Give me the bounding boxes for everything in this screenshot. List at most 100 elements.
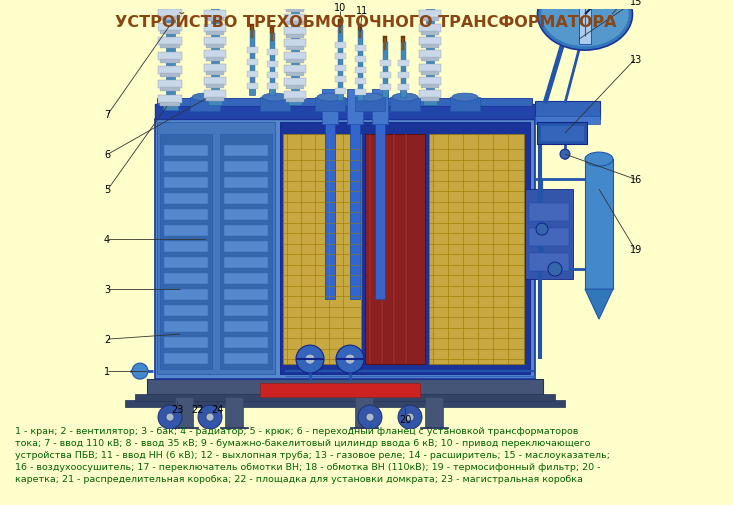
- Text: 20: 20: [399, 414, 411, 424]
- Bar: [383, 43, 388, 98]
- Bar: [535, 102, 600, 120]
- Bar: [164, 289, 208, 300]
- Bar: [355, 68, 366, 74]
- Bar: [160, 60, 180, 64]
- Bar: [423, 94, 437, 106]
- Bar: [164, 258, 208, 269]
- Bar: [339, 22, 341, 34]
- Bar: [421, 32, 439, 36]
- Bar: [157, 99, 532, 107]
- Circle shape: [206, 413, 214, 421]
- Bar: [450, 98, 480, 112]
- Bar: [288, 94, 302, 106]
- Bar: [280, 123, 530, 374]
- Circle shape: [358, 406, 382, 429]
- Bar: [350, 120, 360, 299]
- Bar: [164, 274, 208, 284]
- Text: 10: 10: [334, 3, 346, 13]
- Bar: [160, 31, 180, 35]
- Bar: [322, 90, 338, 125]
- Bar: [166, 0, 175, 111]
- Bar: [206, 45, 224, 49]
- Bar: [260, 383, 420, 397]
- Bar: [158, 53, 182, 61]
- Bar: [401, 37, 405, 43]
- Bar: [164, 162, 208, 173]
- Bar: [204, 12, 226, 19]
- Bar: [224, 337, 268, 348]
- Bar: [286, 34, 304, 38]
- Bar: [204, 78, 226, 86]
- Bar: [335, 89, 346, 95]
- Bar: [206, 98, 224, 102]
- Circle shape: [296, 345, 324, 373]
- Ellipse shape: [541, 0, 629, 47]
- Ellipse shape: [357, 94, 383, 102]
- Bar: [355, 89, 366, 95]
- Bar: [421, 85, 439, 89]
- Bar: [398, 61, 409, 67]
- Bar: [419, 38, 441, 46]
- Bar: [402, 39, 404, 51]
- Bar: [421, 59, 439, 62]
- Bar: [355, 397, 373, 429]
- Bar: [206, 85, 224, 89]
- Bar: [355, 46, 366, 53]
- Text: 1 - кран; 2 - вентилятор; 3 - бак; 4 - радиатор; 5 - крюк; 6 - переходный фланец: 1 - кран; 2 - вентилятор; 3 - бак; 4 - р…: [15, 426, 610, 483]
- Bar: [335, 54, 346, 60]
- Bar: [271, 30, 273, 42]
- Bar: [335, 66, 346, 72]
- Bar: [224, 210, 268, 221]
- Bar: [250, 31, 255, 96]
- Bar: [284, 79, 306, 87]
- Bar: [175, 397, 193, 429]
- Bar: [382, 90, 388, 98]
- Bar: [224, 241, 268, 252]
- Bar: [286, 9, 304, 13]
- Bar: [206, 5, 224, 9]
- Bar: [335, 42, 346, 48]
- Circle shape: [406, 413, 414, 421]
- Circle shape: [560, 150, 570, 160]
- Bar: [125, 400, 565, 408]
- Bar: [204, 52, 226, 59]
- Bar: [164, 306, 208, 317]
- Bar: [359, 27, 361, 39]
- Bar: [286, 22, 304, 26]
- Ellipse shape: [537, 0, 633, 51]
- Ellipse shape: [192, 94, 218, 102]
- Bar: [249, 88, 255, 96]
- Bar: [160, 45, 180, 49]
- Bar: [206, 18, 224, 22]
- Bar: [421, 18, 439, 22]
- Bar: [529, 254, 569, 272]
- Bar: [247, 60, 258, 66]
- Bar: [270, 28, 274, 34]
- Bar: [158, 38, 182, 46]
- Circle shape: [198, 406, 222, 429]
- Bar: [164, 337, 208, 348]
- Bar: [250, 25, 254, 31]
- Bar: [579, 0, 591, 45]
- Circle shape: [398, 406, 422, 429]
- Bar: [155, 120, 535, 379]
- Circle shape: [548, 263, 562, 277]
- Bar: [224, 162, 268, 173]
- Bar: [224, 354, 268, 365]
- Bar: [291, 0, 299, 106]
- Text: 13: 13: [630, 55, 642, 65]
- Circle shape: [336, 345, 364, 373]
- Bar: [147, 379, 543, 397]
- Circle shape: [158, 406, 182, 429]
- Bar: [157, 123, 275, 374]
- Text: 1: 1: [104, 366, 110, 376]
- Bar: [224, 289, 268, 300]
- Bar: [338, 26, 343, 101]
- Bar: [224, 194, 268, 205]
- Bar: [421, 72, 439, 76]
- Bar: [350, 427, 378, 434]
- Bar: [190, 98, 220, 112]
- Bar: [220, 135, 272, 369]
- Text: 23: 23: [171, 405, 183, 414]
- Bar: [380, 73, 391, 79]
